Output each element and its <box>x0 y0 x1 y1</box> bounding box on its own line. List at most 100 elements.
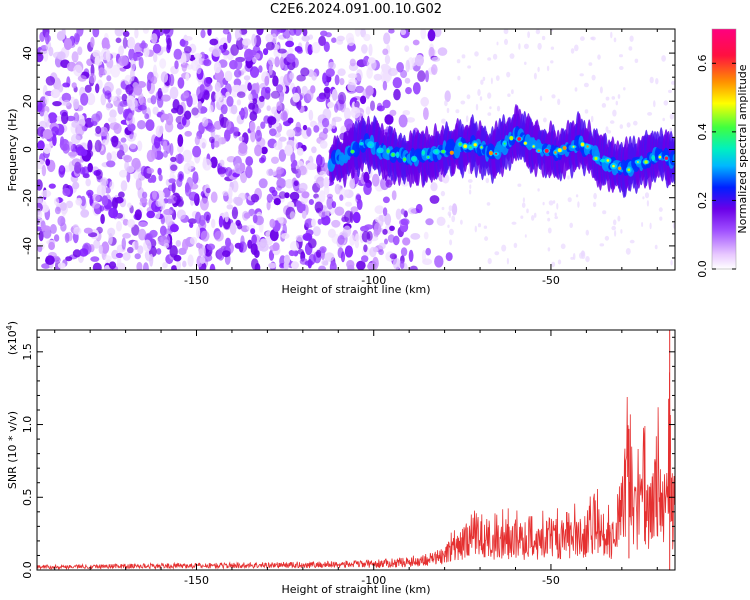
noise-blob <box>197 100 202 110</box>
noise-blob <box>306 162 316 171</box>
noise-blob <box>233 69 242 78</box>
noise-blob <box>271 156 279 164</box>
noise-blob <box>245 165 253 179</box>
noise-blob <box>625 248 631 255</box>
noise-blob <box>322 260 329 266</box>
noise-blob <box>63 38 73 50</box>
noise-blob <box>173 254 182 262</box>
noise-blob <box>142 191 148 199</box>
noise-blob <box>597 54 601 60</box>
noise-blob <box>250 129 256 143</box>
noise-blob <box>506 71 511 78</box>
noise-blob <box>163 243 170 249</box>
noise-blob <box>258 65 263 73</box>
noise-blob <box>292 138 298 151</box>
noise-blob <box>323 185 330 196</box>
noise-blob <box>110 151 118 162</box>
noise-blob <box>468 189 472 195</box>
noise-blob <box>285 40 295 48</box>
noise-blob <box>251 234 257 245</box>
signal-hotspot <box>350 149 355 154</box>
noise-blob <box>487 258 492 265</box>
noise-blob <box>304 260 314 267</box>
noise-blob <box>430 182 438 192</box>
noise-blob <box>620 229 623 234</box>
noise-blob <box>551 261 556 268</box>
noise-blob <box>567 175 570 180</box>
noise-blob <box>537 188 540 192</box>
noise-blob <box>349 234 356 246</box>
noise-blob <box>653 100 656 108</box>
noise-blob <box>144 113 150 120</box>
noise-blob <box>456 59 461 64</box>
noise-blob <box>400 69 408 79</box>
signal-hotspot <box>664 156 669 160</box>
noise-blob <box>122 30 130 37</box>
noise-blob <box>214 230 224 242</box>
spectrogram-y-tick-label: 0 <box>21 146 34 153</box>
noise-blob <box>94 60 103 66</box>
spectrogram-heatmap <box>37 29 675 270</box>
signal-hotspot <box>544 148 549 153</box>
noise-blob <box>408 249 414 262</box>
noise-blob <box>363 244 368 253</box>
noise-blob <box>221 49 230 56</box>
noise-blob <box>405 87 412 95</box>
noise-blob <box>308 34 314 40</box>
noise-blob <box>389 225 395 231</box>
noise-blob <box>37 140 45 151</box>
noise-blob <box>352 211 361 224</box>
noise-blob <box>101 195 109 206</box>
noise-blob <box>477 223 482 228</box>
noise-blob <box>238 241 248 253</box>
noise-blob <box>550 46 555 50</box>
noise-blob <box>45 158 51 166</box>
noise-blob <box>524 61 527 65</box>
noise-blob <box>605 126 609 132</box>
noise-blob <box>72 181 80 190</box>
noise-blob <box>480 79 484 85</box>
signal-hotspot <box>509 136 514 141</box>
noise-blob <box>233 78 242 87</box>
noise-blob <box>71 120 80 128</box>
signal-hotspot <box>421 151 425 155</box>
noise-blob <box>487 57 492 61</box>
noise-blob <box>414 54 424 67</box>
noise-blob <box>583 82 589 88</box>
noise-blob <box>313 125 320 133</box>
noise-blob <box>281 110 288 122</box>
noise-blob <box>382 80 388 91</box>
noise-blob <box>183 36 193 41</box>
noise-blob <box>617 215 621 222</box>
noise-blob <box>392 258 401 270</box>
noise-blob <box>506 257 509 265</box>
noise-blob <box>231 180 239 193</box>
noise-blob <box>276 101 282 112</box>
noise-blob <box>62 143 70 154</box>
noise-blob <box>641 222 644 227</box>
noise-blob <box>289 29 297 36</box>
noise-blob <box>306 89 314 101</box>
noise-blob <box>209 104 214 113</box>
noise-blob <box>274 56 280 68</box>
noise-blob <box>201 142 206 149</box>
noise-blob <box>91 202 101 209</box>
noise-blob <box>157 236 164 245</box>
noise-blob <box>542 201 545 206</box>
noise-blob <box>183 46 192 54</box>
noise-blob <box>184 184 192 197</box>
colorbar-tick-label: 0.6 <box>696 55 709 73</box>
noise-blob <box>599 243 605 247</box>
noise-blob <box>513 242 518 248</box>
noise-blob <box>429 195 440 204</box>
noise-blob <box>341 216 349 222</box>
noise-blob <box>41 164 47 177</box>
noise-blob <box>291 261 299 270</box>
noise-blob <box>139 42 148 49</box>
snr-y-multiplier: (x104) <box>5 321 19 355</box>
noise-blob <box>152 43 162 54</box>
noise-blob <box>269 229 279 242</box>
noise-blob <box>273 142 283 151</box>
noise-blob <box>131 157 141 170</box>
noise-blob <box>75 197 83 206</box>
